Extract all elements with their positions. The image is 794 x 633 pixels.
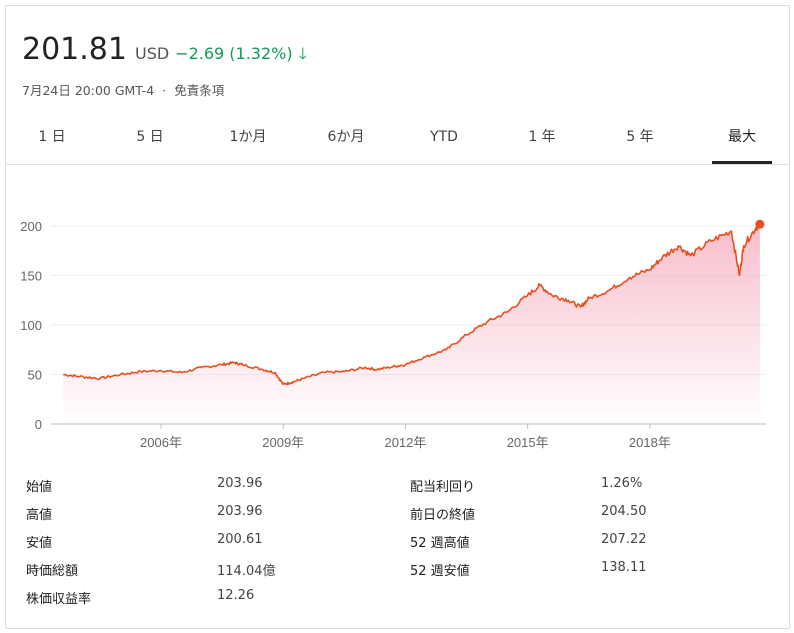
stat-row-dividend-yield: 配当利回り 1.26% <box>410 476 710 500</box>
stat-row-high: 高値 203.96 <box>26 504 326 528</box>
disclaimer-link[interactable]: 免責条項 <box>174 83 225 98</box>
tab-5-day[interactable]: 5 日 <box>136 129 164 145</box>
y-tick-label: 0 <box>35 417 42 432</box>
stat-label: 配当利回り <box>410 480 476 495</box>
x-tick-label: 2018年 <box>629 435 671 450</box>
stat-label: 始値 <box>26 480 53 495</box>
price-area-fill <box>63 222 760 424</box>
x-tick-label: 2006年 <box>140 435 182 450</box>
tab-max[interactable]: 最大 <box>712 114 772 164</box>
current-price: 201.81 <box>22 32 127 67</box>
stat-label: 52 週高値 <box>410 536 470 551</box>
y-tick-label: 50 <box>28 368 42 383</box>
stat-value: 200.61 <box>217 532 263 547</box>
tab-1-month[interactable]: 1か月 <box>229 129 267 145</box>
stat-row-open: 始値 203.96 <box>26 476 326 500</box>
stat-row-52wk-low: 52 週安値 138.11 <box>410 560 710 584</box>
price-chart[interactable]: 0 50 100 150 200 2006年 2009年 2012年 2015年 2018年 <box>6 196 786 461</box>
timestamp: 7月24日 20:00 GMT-4 <box>22 83 155 98</box>
stat-row-low: 安値 200.61 <box>26 532 326 556</box>
tab-5-year[interactable]: 5 年 <box>626 129 654 145</box>
y-tick-label: 150 <box>20 269 42 284</box>
arrow-down-icon: 🡓 <box>298 44 307 63</box>
stock-card: 201.81 USD −2.69 (1.32%) 🡓 7月24日 20:00 G… <box>5 5 790 629</box>
stat-value: 204.50 <box>601 504 647 519</box>
stat-value: 207.22 <box>601 532 647 547</box>
price-row: 201.81 USD −2.69 (1.32%) 🡓 <box>22 32 307 70</box>
range-tabs: 1 日 5 日 1か月 6か月 YTD 1 年 5 年 最大 <box>6 114 789 165</box>
stat-value: 203.96 <box>217 476 263 491</box>
y-tick-label: 100 <box>20 318 42 333</box>
tab-6-month[interactable]: 6か月 <box>327 129 365 145</box>
stat-value: 203.96 <box>217 504 263 519</box>
tab-ytd[interactable]: YTD <box>430 129 458 145</box>
stat-label: 52 週安値 <box>410 564 470 579</box>
price-change: −2.69 (1.32%) <box>175 44 293 63</box>
tab-1-day[interactable]: 1 日 <box>38 129 66 145</box>
stat-label: 前日の終値 <box>410 508 476 523</box>
separator: · <box>162 83 167 98</box>
price-line <box>63 221 761 386</box>
stat-value: 12.26 <box>217 588 255 603</box>
currency-label: USD <box>134 44 170 63</box>
stat-row-market-cap: 時価総額 114.04億 <box>26 560 326 584</box>
stat-value: 114.04億 <box>217 564 276 579</box>
stat-label: 安値 <box>26 536 53 551</box>
tab-1-year[interactable]: 1 年 <box>528 129 556 145</box>
stat-row-52wk-high: 52 週高値 207.22 <box>410 532 710 556</box>
stat-label: 高値 <box>26 508 53 523</box>
timestamp-line: 7月24日 20:00 GMT-4 · 免責条項 <box>22 80 224 99</box>
x-tick-label: 2015年 <box>507 435 549 450</box>
stat-value: 1.26% <box>601 476 643 491</box>
stat-label: 株価収益率 <box>26 592 92 607</box>
stat-value: 138.11 <box>601 560 647 575</box>
x-tick-label: 2009年 <box>262 435 304 450</box>
stat-row-prev-close: 前日の終値 204.50 <box>410 504 710 528</box>
y-tick-label: 200 <box>20 219 42 234</box>
last-price-dot <box>755 219 765 229</box>
x-tick-label: 2012年 <box>384 435 426 450</box>
stat-row-pe-ratio: 株価収益率 12.26 <box>26 588 326 612</box>
stat-label: 時価総額 <box>26 564 79 579</box>
